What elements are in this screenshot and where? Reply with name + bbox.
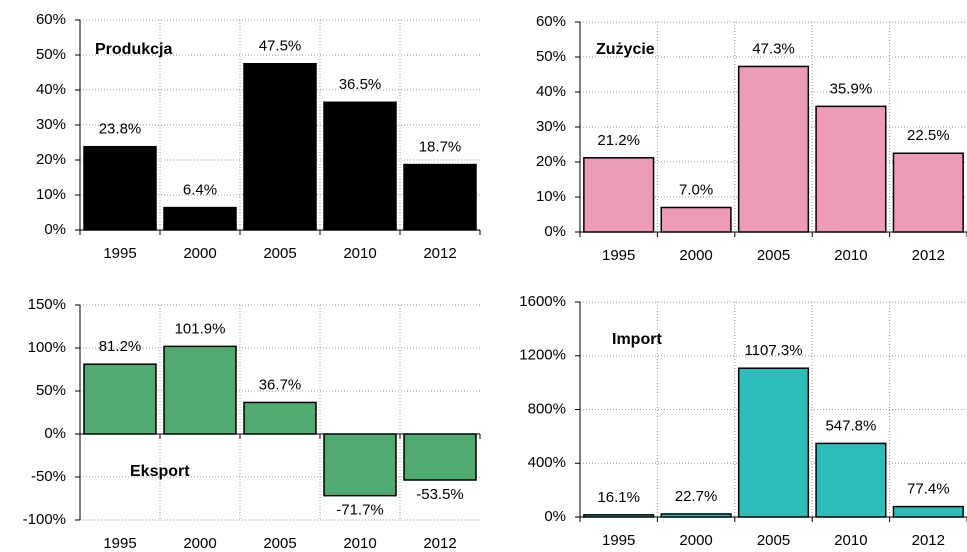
y-tick-label: 1200% [519,347,566,364]
y-tick-label: 30% [536,118,566,135]
y-tick-label: 50% [36,46,66,63]
panel-title: Zużycie [596,41,655,58]
y-tick-label: 50% [536,48,566,65]
y-tick-label: 400% [528,454,566,471]
bar [403,433,477,481]
x-tick-label: 2005 [757,247,790,264]
y-tick-label: 10% [536,188,566,205]
value-label: 81.2% [99,338,142,355]
value-label: 36.5% [339,76,382,93]
value-label: -71.7% [336,502,384,519]
x-tick-label: 2000 [679,532,712,549]
bar [243,63,317,231]
x-tick-label: 1995 [103,245,136,262]
bar [83,363,157,435]
value-label: 547.8% [825,417,876,434]
value-label: 47.3% [752,40,795,57]
panel-title: Produkcja [95,41,172,58]
x-tick-label: 2005 [757,532,790,549]
bar [737,65,810,233]
y-tick-label: 0% [544,508,566,525]
bar [163,345,237,435]
x-tick-label: 2012 [912,247,945,264]
x-tick-label: 2005 [263,245,296,262]
value-label: 77.4% [907,481,950,498]
value-label: 7.0% [679,181,713,198]
bar [892,152,964,233]
y-tick-label: 800% [528,400,566,417]
value-label: 23.8% [99,121,142,138]
y-tick-label: 40% [36,81,66,98]
panel-title: Import [612,331,662,348]
value-label: 36.7% [259,376,302,393]
y-tick-label: 60% [36,11,66,28]
value-label: 6.4% [183,182,217,199]
x-tick-label: 2000 [679,247,712,264]
y-tick-label: -100% [23,511,66,528]
bar [403,163,477,231]
x-tick-label: 1995 [103,535,136,552]
value-label: 1107.3% [744,342,802,359]
bar [243,401,317,435]
x-tick-label: 2010 [834,532,867,549]
y-tick-label: 1600% [519,293,566,310]
bar [583,157,655,233]
x-tick-label: 2010 [834,247,867,264]
bar [660,206,732,233]
x-tick-label: 1995 [602,247,635,264]
y-tick-label: 50% [36,382,66,399]
value-label: 18.7% [419,139,462,156]
y-tick-label: 20% [536,153,566,170]
y-tick-label: 30% [36,116,66,133]
bar [737,367,810,518]
x-tick-label: 2012 [912,532,945,549]
x-tick-label: 2010 [343,535,376,552]
bar [83,145,157,231]
bar [815,105,887,233]
bar [323,433,397,497]
value-label: 47.5% [259,38,302,55]
bar [323,101,397,231]
x-tick-label: 2012 [423,535,456,552]
y-tick-label: 0% [44,221,66,238]
value-label: 21.2% [597,132,640,149]
y-tick-label: 150% [28,296,66,313]
y-tick-label: 60% [536,13,566,30]
x-tick-label: 1995 [602,532,635,549]
x-tick-label: 2010 [343,245,376,262]
bar [815,442,887,518]
y-tick-label: 0% [544,223,566,240]
x-tick-label: 2000 [183,245,216,262]
y-tick-label: 100% [28,339,66,356]
value-label: 101.9% [175,320,226,337]
y-tick-label: 20% [36,151,66,168]
value-label: 22.7% [675,488,718,505]
y-tick-label: 10% [36,186,66,203]
value-label: 22.5% [907,127,950,144]
bar [163,206,237,231]
value-label: -53.5% [416,486,464,503]
x-tick-label: 2000 [183,535,216,552]
panel-title: Eksport [130,463,190,480]
x-tick-label: 2012 [423,245,456,262]
x-tick-label: 2005 [263,535,296,552]
bar [892,505,964,518]
value-label: 35.9% [830,80,873,97]
y-tick-label: -50% [31,468,66,485]
value-label: 16.1% [597,489,640,506]
y-tick-label: 40% [536,83,566,100]
y-tick-label: 0% [44,425,66,442]
